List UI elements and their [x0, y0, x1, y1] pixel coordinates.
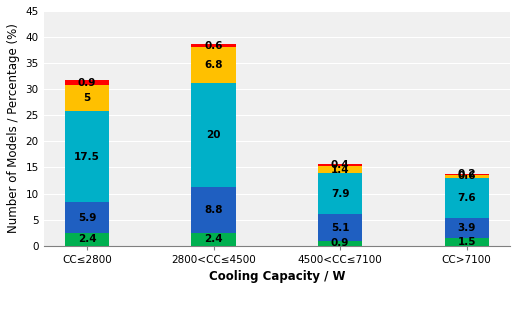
Text: 7.6: 7.6: [458, 193, 476, 203]
Text: 0.6: 0.6: [204, 41, 223, 51]
Text: 5.9: 5.9: [78, 213, 96, 223]
Bar: [191, 187, 236, 233]
Bar: [318, 166, 362, 173]
Text: 8.8: 8.8: [204, 205, 223, 215]
Bar: [445, 238, 489, 246]
Bar: [65, 111, 109, 203]
Text: 0.9: 0.9: [331, 238, 349, 248]
Bar: [191, 48, 236, 83]
Bar: [445, 178, 489, 218]
Text: 1.4: 1.4: [331, 164, 349, 175]
Text: 2.4: 2.4: [204, 234, 223, 244]
Text: 3.9: 3.9: [458, 223, 476, 233]
Bar: [318, 241, 362, 246]
Bar: [65, 203, 109, 233]
Text: 1.5: 1.5: [458, 237, 476, 247]
Text: 2.4: 2.4: [78, 234, 96, 244]
Text: 5.1: 5.1: [331, 223, 349, 233]
Text: 6.8: 6.8: [204, 60, 223, 70]
Text: 20: 20: [206, 130, 221, 140]
Bar: [318, 173, 362, 215]
Bar: [318, 164, 362, 166]
Text: 5: 5: [83, 93, 90, 103]
Text: 0.6: 0.6: [458, 171, 476, 181]
Bar: [318, 215, 362, 241]
Text: 17.5: 17.5: [74, 152, 100, 162]
Bar: [65, 85, 109, 111]
X-axis label: Cooling Capacity / W: Cooling Capacity / W: [208, 270, 345, 283]
Text: 0.4: 0.4: [331, 160, 349, 170]
Bar: [191, 83, 236, 187]
Bar: [445, 174, 489, 175]
Y-axis label: Number of Models / Percentage (%): Number of Models / Percentage (%): [7, 23, 20, 233]
Bar: [191, 44, 236, 48]
Text: 7.9: 7.9: [331, 189, 349, 199]
Text: 0.9: 0.9: [78, 78, 96, 88]
Bar: [445, 218, 489, 238]
Bar: [65, 80, 109, 85]
Text: 0.2: 0.2: [458, 169, 476, 179]
Bar: [65, 233, 109, 246]
Bar: [445, 175, 489, 178]
Bar: [191, 233, 236, 246]
